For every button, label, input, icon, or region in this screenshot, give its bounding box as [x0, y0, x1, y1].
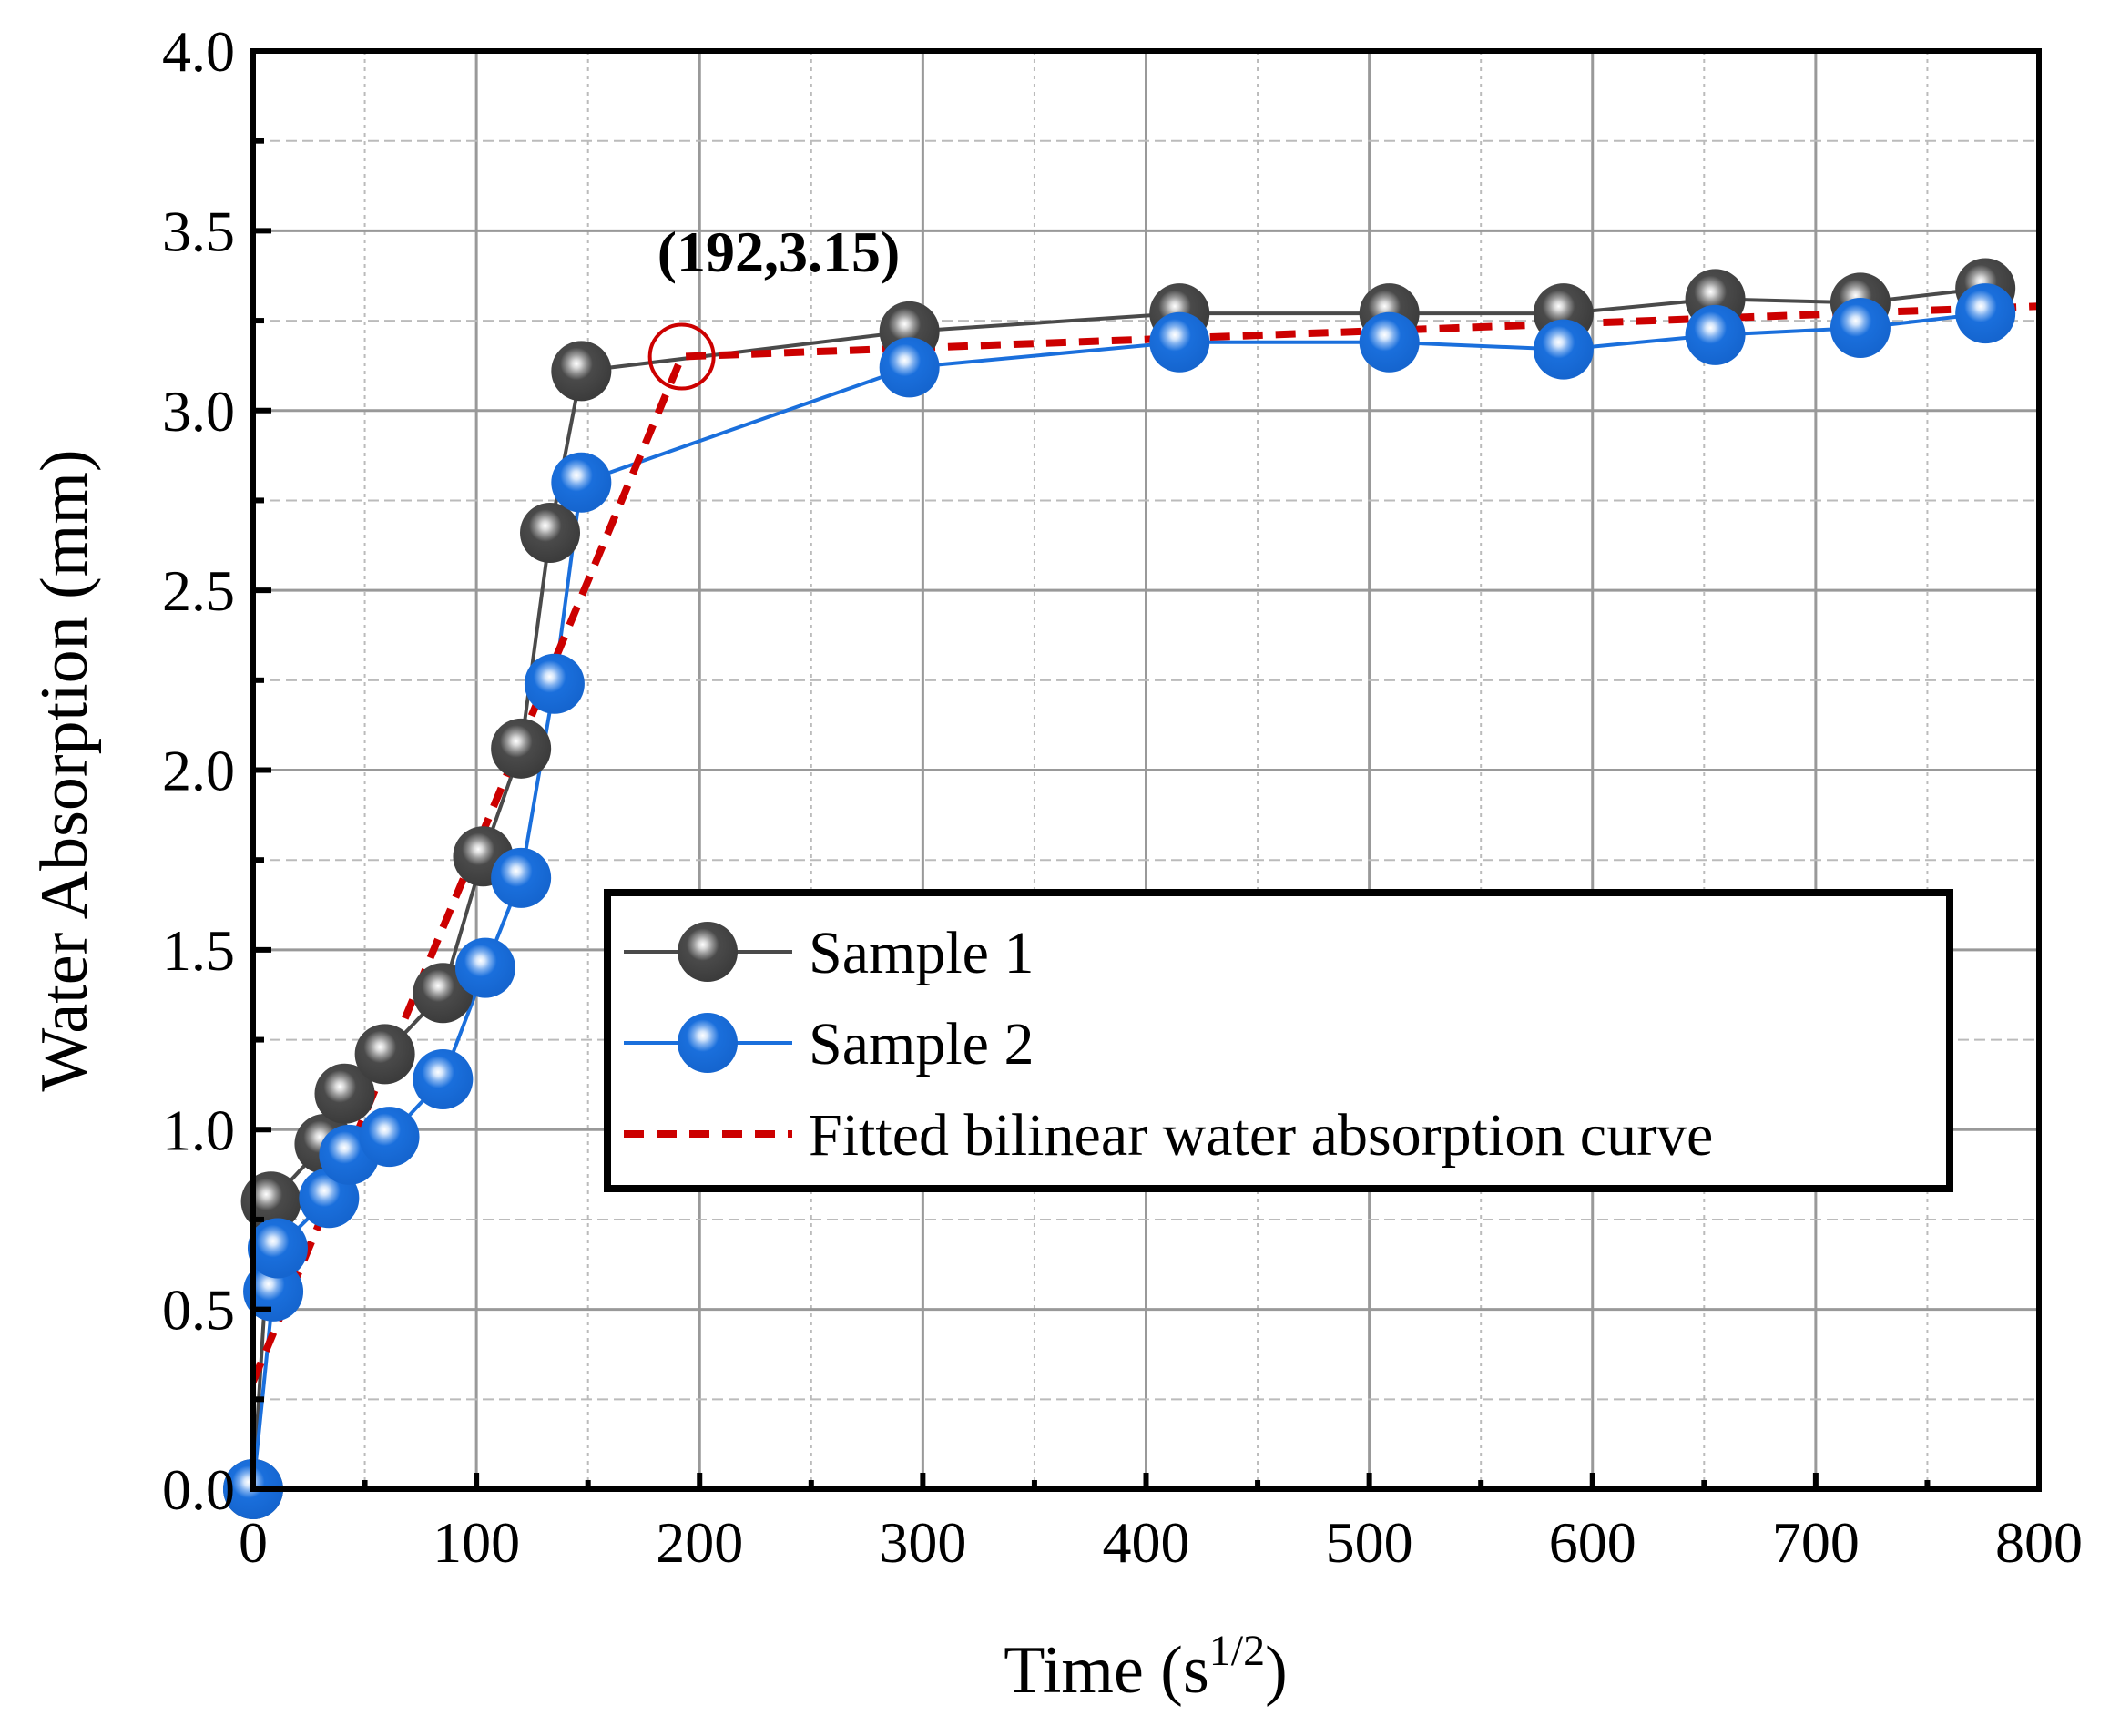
data-point-sample-1 — [520, 502, 581, 563]
data-point-sample-2 — [1830, 297, 1891, 358]
y-axis-title: Water Absorption (mm) — [27, 449, 102, 1091]
data-point-sample-1 — [314, 1063, 375, 1124]
x-tick-label: 600 — [1549, 1510, 1636, 1575]
y-tick-label: 0.5 — [162, 1278, 235, 1343]
legend-marker-sample-1 — [678, 922, 738, 982]
data-point-sample-2 — [1359, 311, 1420, 373]
axes — [250, 48, 2042, 1492]
data-point-sample-2 — [491, 847, 552, 908]
y-tick-label: 4.0 — [162, 19, 235, 84]
y-tick-label: 3.5 — [162, 199, 235, 263]
x-tick-label: 800 — [1995, 1510, 2083, 1575]
legend-label-sample-1: Sample 1 — [809, 920, 1034, 986]
x-tick-label: 100 — [433, 1510, 520, 1575]
x-tick-label: 400 — [1103, 1510, 1190, 1575]
data-point-sample-1 — [551, 341, 612, 402]
data-point-sample-2 — [1533, 319, 1594, 380]
y-tick-label: 2.0 — [162, 739, 235, 803]
x-tick-label: 300 — [879, 1510, 966, 1575]
data-point-sample-2 — [1955, 283, 2016, 344]
y-tick-label: 1.5 — [162, 918, 235, 983]
data-point-sample-2 — [1685, 304, 1746, 365]
data-point-sample-2 — [413, 1048, 474, 1109]
legend-label-sample-2: Sample 2 — [809, 1011, 1034, 1077]
x-tick-label: 700 — [1772, 1510, 1860, 1575]
legend-label-fitted: Fitted bilinear water absorption curve — [809, 1102, 1713, 1169]
legend-marker-sample-2 — [678, 1013, 738, 1073]
series-markers — [223, 258, 2016, 1519]
data-point-sample-2 — [247, 1218, 308, 1279]
data-point-sample-2 — [524, 653, 585, 714]
legend: Sample 1 Sample 2 Fitted bilinear water … — [604, 889, 1953, 1192]
y-tick-label: 1.0 — [162, 1098, 235, 1162]
data-point-sample-2 — [1149, 311, 1210, 373]
breakpoint-circle-marker — [647, 322, 716, 391]
data-point-sample-2 — [551, 452, 612, 513]
annotation: (192,3.15) — [647, 220, 901, 391]
y-tick-label: 3.0 — [162, 379, 235, 444]
x-tick-label: 0 — [239, 1510, 268, 1575]
breakpoint-label: (192,3.15) — [657, 220, 901, 284]
x-tick-label: 200 — [656, 1510, 743, 1575]
legend-box — [604, 889, 1953, 1192]
data-point-sample-2 — [359, 1107, 420, 1168]
y-tick-label: 2.5 — [162, 558, 235, 623]
data-point-sample-1 — [240, 1171, 301, 1232]
data-point-sample-1 — [491, 718, 552, 779]
data-point-sample-1 — [354, 1024, 415, 1085]
y-tick-label: 0.0 — [162, 1457, 235, 1522]
tick-labels: 0 100 200 300 400 500 600 700 800 0.0 0.5 1.0 1.5 2.0… — [162, 19, 2083, 1575]
data-point-sample-2 — [454, 937, 515, 998]
x-tick-label: 500 — [1326, 1510, 1413, 1575]
x-axis-title: Time (s1/2) — [1004, 1627, 1288, 1708]
data-point-sample-2 — [879, 337, 940, 398]
